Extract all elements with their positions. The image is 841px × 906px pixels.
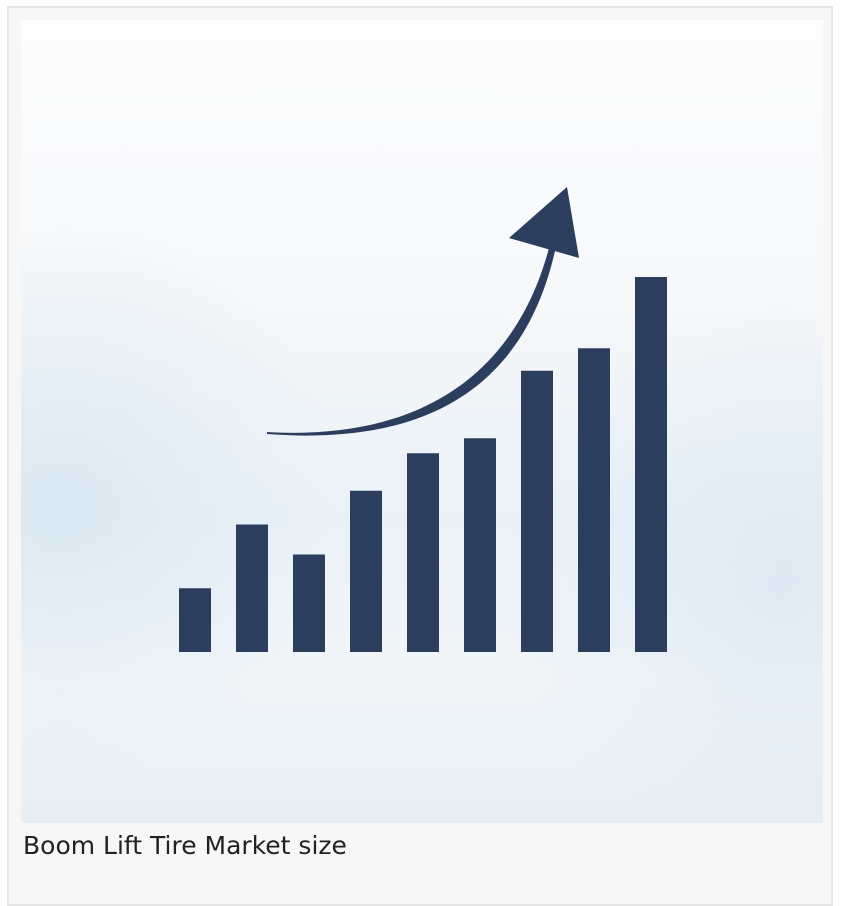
illustration-bar-5 (407, 453, 439, 652)
illustration-bar-6 (464, 438, 496, 652)
illustration-bar-4 (350, 490, 382, 652)
market-size-image (21, 20, 823, 823)
bars-group (179, 277, 667, 652)
bar-chart-growth-arrow-icon (21, 20, 823, 823)
illustration-bar-9 (635, 277, 667, 652)
image-caption[interactable]: Boom Lift Tire Market size (23, 831, 347, 860)
growth-arrow-head (509, 187, 579, 258)
illustration-bar-2 (236, 524, 268, 652)
illustration-bar-8 (578, 348, 610, 652)
illustration-bar-7 (521, 370, 553, 652)
image-card[interactable]: Boom Lift Tire Market size (7, 6, 833, 906)
background-glow-right (21, 20, 823, 823)
illustration-bar-3 (293, 554, 325, 652)
illustration-bar-1 (179, 588, 211, 652)
